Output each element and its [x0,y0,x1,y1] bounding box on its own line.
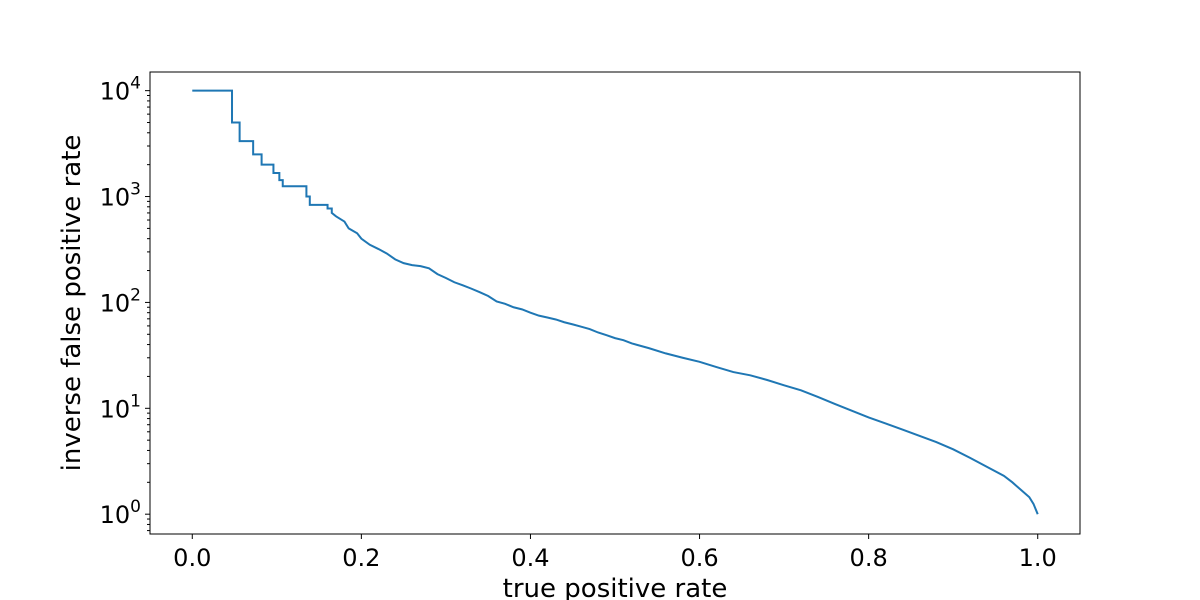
y-tick-label: 101 [100,391,141,423]
y-tick-label: 104 [100,74,141,106]
x-tick-label: 1.0 [1019,544,1057,572]
x-tick-label: 0.2 [342,544,380,572]
y-axis: 100 101 102 103 104 [100,74,150,532]
y-axis-label: inverse false positive rate [57,135,87,472]
x-tick-label: 0.8 [850,544,888,572]
x-tick-label: 0.4 [511,544,549,572]
x-tick-label: 0.0 [173,544,211,572]
axes-frame [149,71,1081,535]
plot-area [192,89,1039,515]
x-axis-label: true positive rate [503,574,728,600]
x-tick-label: 0.6 [680,544,718,572]
x-axis: 0.0 0.2 0.4 0.6 0.8 1.0 [173,534,1057,572]
series-line-0 [192,89,1039,515]
y-tick-label: 102 [100,285,141,317]
y-tick-label: 100 [100,497,141,529]
y-tick-label: 103 [100,180,141,212]
